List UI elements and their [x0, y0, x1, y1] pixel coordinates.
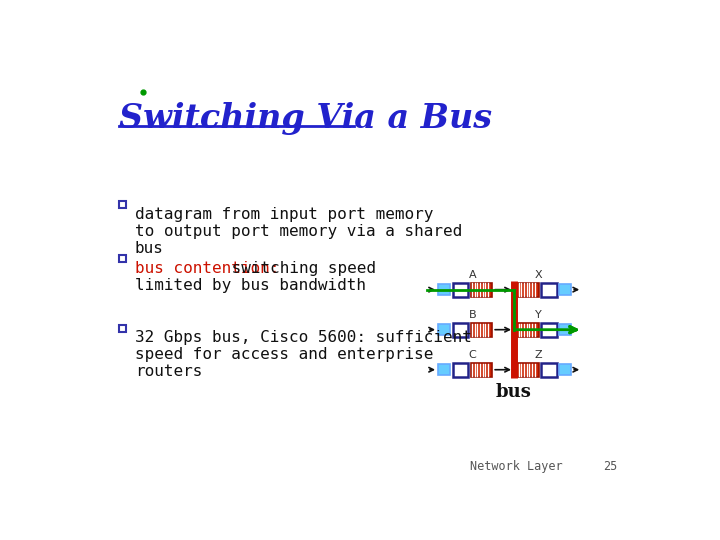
Bar — [559, 325, 571, 335]
Bar — [541, 323, 557, 336]
Text: B: B — [469, 310, 476, 320]
Bar — [120, 325, 127, 332]
Bar — [120, 201, 127, 208]
Bar — [541, 363, 557, 377]
Bar — [438, 364, 451, 375]
Text: limited by bus bandwidth: limited by bus bandwidth — [135, 278, 366, 293]
Text: Network Layer: Network Layer — [470, 460, 563, 473]
Text: X: X — [534, 271, 542, 280]
Bar — [517, 323, 539, 336]
Text: Z: Z — [534, 350, 542, 361]
Text: bus contention:: bus contention: — [135, 261, 289, 276]
Text: Switching Via a Bus: Switching Via a Bus — [120, 102, 492, 135]
Text: bus: bus — [496, 383, 532, 401]
Bar — [559, 364, 571, 375]
Bar — [559, 284, 571, 295]
Bar — [120, 255, 127, 262]
Bar — [471, 283, 492, 296]
Bar — [517, 283, 539, 296]
Text: C: C — [469, 350, 477, 361]
Text: 32 Gbps bus, Cisco 5600: sufficient: 32 Gbps bus, Cisco 5600: sufficient — [135, 330, 472, 346]
Text: datagram from input port memory: datagram from input port memory — [135, 207, 433, 222]
Bar — [438, 284, 451, 295]
Text: switching speed: switching speed — [222, 261, 376, 276]
Text: routers: routers — [135, 364, 202, 379]
Bar — [517, 363, 539, 377]
Bar — [541, 283, 557, 296]
Bar — [453, 283, 468, 296]
Text: speed for access and enterprise: speed for access and enterprise — [135, 347, 433, 362]
Text: Y: Y — [535, 310, 541, 320]
Text: bus: bus — [135, 241, 164, 256]
Bar — [471, 323, 492, 336]
Bar — [453, 363, 468, 377]
Text: A: A — [469, 271, 476, 280]
Text: to output port memory via a shared: to output port memory via a shared — [135, 224, 462, 239]
Bar — [438, 325, 451, 335]
Text: 25: 25 — [603, 460, 617, 473]
Bar — [453, 323, 468, 336]
Bar — [471, 363, 492, 377]
